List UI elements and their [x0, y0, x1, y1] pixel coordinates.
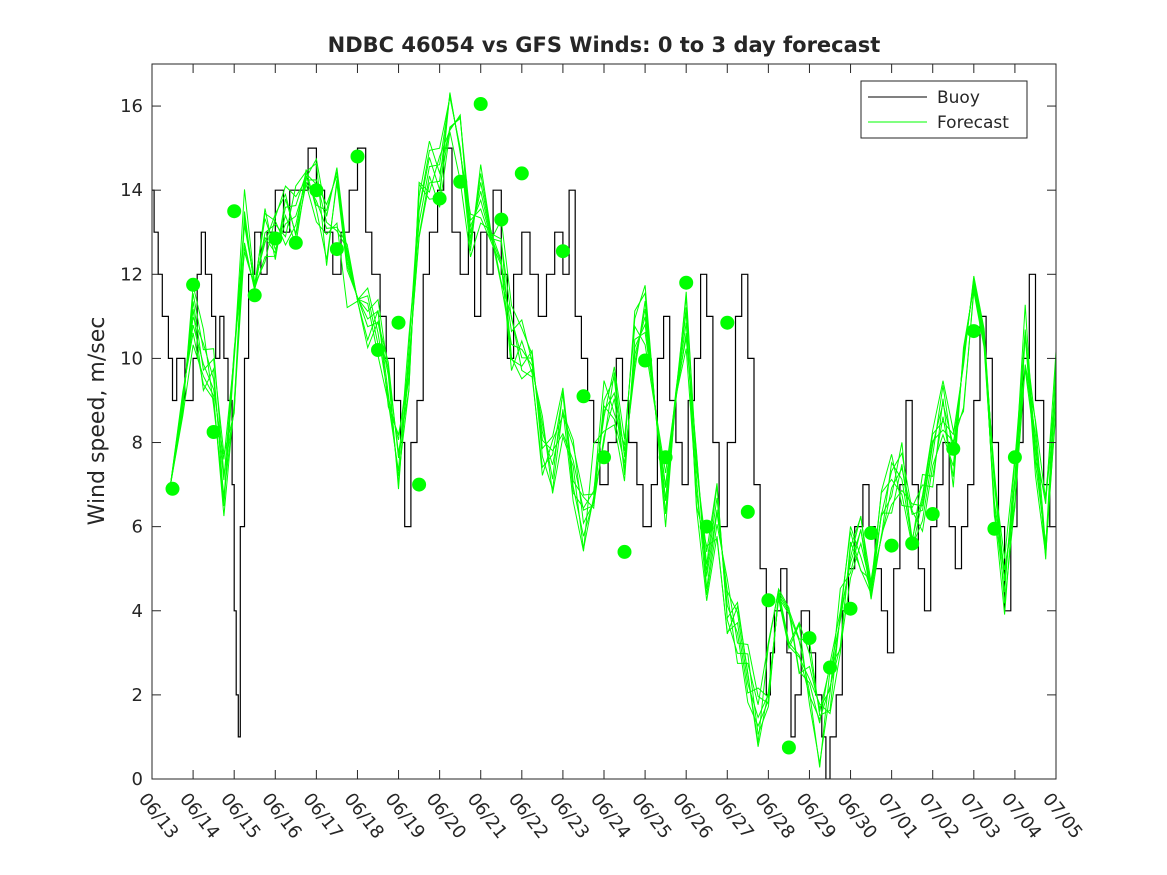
- forecast-run-line: [170, 95, 1056, 728]
- forecast-marker: [247, 288, 262, 303]
- forecast-marker: [350, 149, 365, 164]
- forecast-marker: [864, 526, 879, 540]
- forecast-marker: [432, 191, 447, 206]
- buoy-line: [152, 147, 1056, 779]
- forecast-marker: [843, 601, 858, 616]
- forecast-marker: [227, 204, 242, 219]
- forecast-marker: [884, 538, 899, 553]
- forecast-marker: [617, 544, 632, 559]
- chart-title: NDBC 46054 vs GFS Winds: 0 to 3 day fore…: [328, 33, 881, 57]
- forecast-marker: [186, 277, 201, 292]
- forecast-marker: [823, 660, 837, 675]
- forecast-marker: [453, 174, 468, 189]
- forecast-marker: [494, 212, 509, 227]
- forecast-marker: [658, 450, 673, 465]
- forecast-marker: [905, 536, 920, 551]
- forecast-marker: [597, 450, 611, 465]
- forecast-marker: [329, 242, 344, 257]
- forecast-marker: [206, 425, 221, 439]
- y-axis-label: Wind speed, m/sec: [85, 317, 110, 526]
- forecast-marker: [514, 166, 529, 181]
- forecast-marker: [946, 441, 961, 456]
- forecast-marker: [699, 519, 714, 534]
- forecast-marker: [802, 631, 817, 646]
- forecast-run-line: [170, 131, 1056, 764]
- forecast-marker: [165, 481, 180, 496]
- legend-label-forecast: Forecast: [937, 113, 1009, 133]
- forecast-marker: [309, 183, 324, 198]
- legend-label-buoy: Buoy: [937, 88, 980, 108]
- forecast-marker: [555, 244, 570, 259]
- forecast-marker: [966, 324, 981, 339]
- forecast-marker: [925, 507, 940, 521]
- forecast-run-line: [170, 94, 1056, 735]
- y-tick-label: 12: [120, 264, 143, 285]
- forecast-marker: [288, 235, 303, 250]
- forecast-marker: [781, 740, 796, 755]
- forecast-marker: [740, 504, 755, 519]
- y-tick-label: 4: [132, 601, 143, 622]
- y-tick-label: 0: [132, 769, 143, 790]
- y-tick-label: 6: [132, 517, 143, 538]
- legend: Buoy Forecast: [860, 80, 1028, 139]
- legend-box: [860, 80, 1028, 139]
- forecast-marker: [1007, 450, 1022, 465]
- y-tick-label: 8: [132, 433, 143, 454]
- y-tick-label: 10: [120, 348, 143, 369]
- forecast-marker: [679, 275, 694, 290]
- forecast-marker: [371, 343, 385, 357]
- marker-layer: [165, 97, 1022, 755]
- forecast-marker: [268, 231, 283, 246]
- forecast-marker: [473, 97, 488, 111]
- forecast-marker: [576, 389, 591, 404]
- forecast-marker: [720, 315, 735, 330]
- y-tick-label: 14: [120, 180, 143, 201]
- forecast-marker: [391, 315, 406, 330]
- forecast-run-line: [170, 92, 1056, 743]
- y-tick-label: 16: [120, 96, 143, 117]
- y-tick-label: 2: [132, 685, 143, 706]
- forecast-marker: [638, 353, 653, 368]
- plot-area: [152, 64, 1056, 779]
- forecast-marker: [412, 477, 427, 492]
- forecast-run-line: [170, 117, 1056, 721]
- forecast-marker: [987, 521, 1002, 536]
- forecast-marker: [761, 593, 776, 608]
